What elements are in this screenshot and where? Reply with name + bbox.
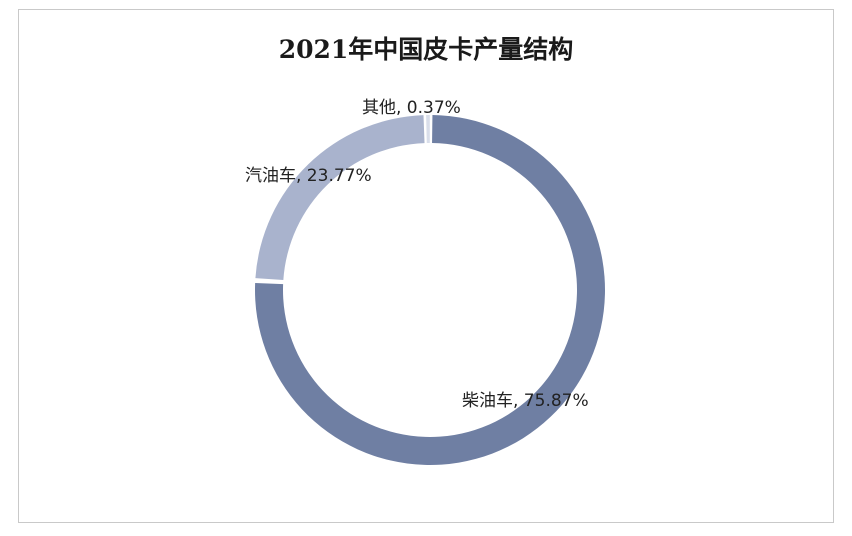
slice-label-1: 柴油车, 75.87% bbox=[462, 391, 589, 411]
donut-slice-3 bbox=[426, 115, 430, 144]
slice-label-2: 汽油车, 23.77% bbox=[245, 166, 372, 186]
slice-label-3: 其他, 0.37% bbox=[362, 98, 461, 118]
donut-slice-2 bbox=[255, 115, 425, 280]
donut-slices bbox=[255, 115, 605, 465]
slice-labels: 柴油车, 75.87% 汽油车, 23.77% 其他, 0.37% bbox=[245, 98, 589, 411]
chart-title: 2021年中国皮卡产量结构 bbox=[278, 35, 574, 64]
